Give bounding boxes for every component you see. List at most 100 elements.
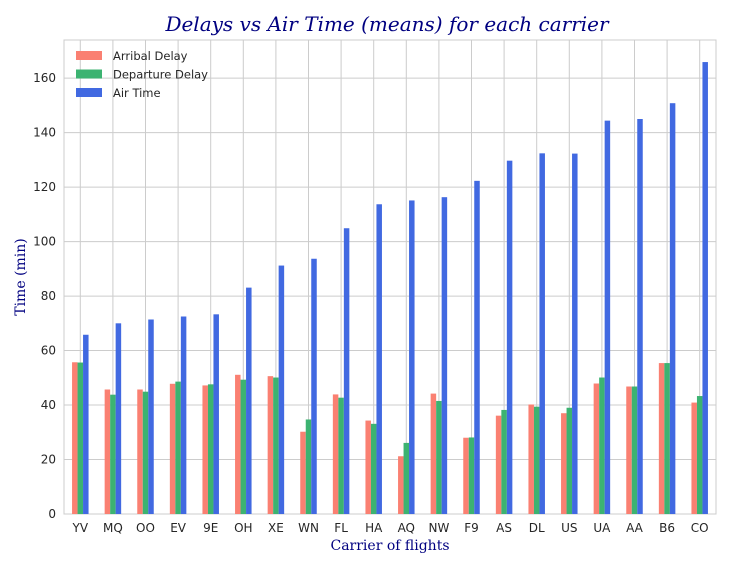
bar-arribal-delay [169,383,176,514]
x-tick-label: HA [365,521,383,535]
bar-arribal-delay [398,456,404,514]
bar-departure-delay [142,391,149,514]
x-tick-label: DL [529,521,545,535]
bar-air-time [506,160,513,514]
chart-title: Delays vs Air Time (means) for each carr… [164,12,610,36]
bar-air-time [83,334,89,514]
bar-arribal-delay [495,415,502,514]
bars [72,62,708,515]
bar-air-time [343,228,350,515]
bar-arribal-delay [593,383,600,514]
bar-departure-delay [631,386,638,514]
y-axis-label: Time (min) [13,238,29,316]
legend-swatch [76,69,102,79]
x-tick-label: OO [136,521,155,535]
bar-departure-delay [240,379,247,514]
bar-air-time [441,197,448,515]
bar-air-time [409,200,415,514]
bar-departure-delay [273,377,279,514]
bar-arribal-delay [104,389,111,514]
x-axis-label: Carrier of flights [330,538,449,554]
x-tick-label: 9E [203,521,218,535]
bar-arribal-delay [463,437,469,514]
bar-air-time [180,316,187,514]
bar-air-time [572,153,578,514]
y-tick-label: 120 [33,180,56,194]
x-tick-label: WN [298,521,319,535]
bar-departure-delay [207,384,214,514]
bar-arribal-delay [202,385,208,514]
bar-air-time [474,180,480,514]
bar-air-time [539,153,545,514]
bar-arribal-delay [267,376,274,514]
bar-departure-delay [338,397,344,514]
y-tick-label: 160 [33,71,56,85]
x-tick-label: FL [334,521,348,535]
bar-departure-delay [664,363,670,514]
bar-arribal-delay [691,402,697,514]
x-tick-label: OH [234,521,252,535]
bar-departure-delay [305,419,312,514]
y-tick-label: 20 [41,453,56,467]
x-tick-label: CO [691,521,709,535]
bar-arribal-delay [658,363,665,514]
y-tick-label: 40 [41,398,56,412]
x-tick-label: XE [268,521,284,535]
bar-departure-delay [370,423,377,514]
bar-arribal-delay [72,362,78,514]
plot-background [63,39,717,515]
bar-arribal-delay [235,374,241,514]
bar-arribal-delay [528,404,534,514]
legend-swatch [76,88,102,97]
x-tick-label: NW [428,521,449,535]
legend: Arribal Delay Departure Delay Air Time [76,49,208,100]
bar-air-time [115,323,122,514]
x-tick-label: MQ [103,521,123,535]
bar-air-time [246,287,252,514]
y-tick-label: 140 [33,126,56,140]
bar-departure-delay [468,437,475,514]
bar-departure-delay [175,381,181,514]
y-tick-label: 60 [41,344,56,358]
bar-air-time [637,119,643,514]
y-tick-labels: 0 20 40 60 80 100 120 140 160 [33,71,56,521]
bar-departure-delay [696,396,703,514]
bar-air-time [278,265,285,514]
bar-air-time [148,319,154,514]
x-tick-label: US [561,521,577,535]
bar-departure-delay [403,442,410,514]
bar-arribal-delay [626,386,632,514]
bar-departure-delay [501,409,507,514]
x-tick-label: UA [593,521,611,535]
bar-arribal-delay [332,394,339,514]
x-tick-label: AA [626,521,644,535]
y-tick-label: 0 [48,507,56,521]
x-tick-label: AQ [398,521,415,535]
bar-air-time [213,314,219,514]
bar-air-time [702,62,708,514]
bar-air-time [604,120,611,514]
legend-label: Arribal Delay [113,49,188,63]
x-tick-labels: YV MQ OO EV 9E OH XE WN FL HA AQ NW F9 AS DL US UA AA B6 CO [72,521,709,535]
bar-departure-delay [566,407,573,514]
legend-label: Departure Delay [113,68,208,82]
y-tick-label: 80 [41,289,56,303]
bar-arribal-delay [430,393,437,514]
x-tick-label: YV [72,521,89,535]
x-tick-label: EV [170,521,187,535]
x-tick-label: AS [496,521,512,535]
bar-air-time [376,204,382,515]
bar-air-time [311,258,317,514]
x-tick-label: B6 [659,521,675,535]
bar-arribal-delay [365,420,371,514]
bar-air-time [669,103,676,514]
bar-arribal-delay [300,431,306,514]
bar-departure-delay [77,362,84,514]
bar-arribal-delay [561,413,567,514]
bar-departure-delay [599,377,605,514]
y-tick-label: 100 [33,235,56,249]
legend-label: Air Time [113,86,161,100]
bar-arribal-delay [137,389,143,514]
